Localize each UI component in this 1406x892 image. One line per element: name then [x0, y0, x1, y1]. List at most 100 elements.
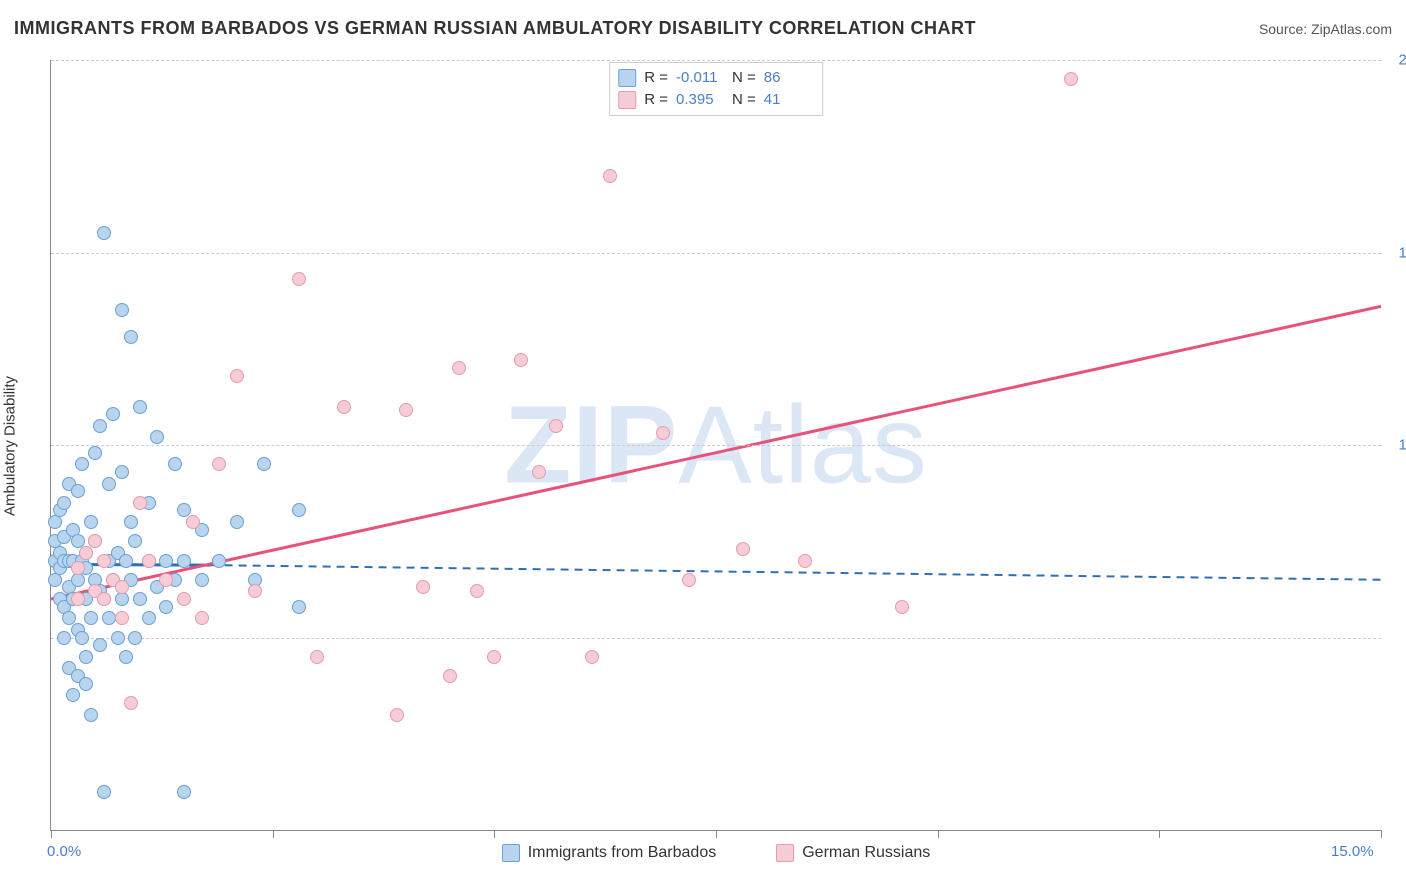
data-point [71, 592, 85, 606]
data-point [71, 484, 85, 498]
data-point [159, 600, 173, 614]
x-tick [938, 830, 939, 838]
x-tick [273, 830, 274, 838]
data-point [115, 611, 129, 625]
data-point [399, 403, 413, 417]
data-point [119, 650, 133, 664]
data-point [115, 580, 129, 594]
data-point [159, 554, 173, 568]
data-point [142, 554, 156, 568]
data-point [133, 592, 147, 606]
data-point [115, 465, 129, 479]
legend-r-value: 0.395 [676, 89, 724, 111]
gridline [51, 445, 1381, 446]
data-point [124, 515, 138, 529]
data-point [57, 631, 71, 645]
data-point [212, 457, 226, 471]
data-point [443, 669, 457, 683]
data-point [106, 407, 120, 421]
data-point [133, 400, 147, 414]
data-point [79, 650, 93, 664]
data-point [603, 169, 617, 183]
data-point [128, 631, 142, 645]
legend-swatch-icon [776, 844, 794, 862]
data-point [71, 561, 85, 575]
data-point [124, 696, 138, 710]
y-tick-label: 10.0% [1398, 437, 1406, 454]
chart-title: IMMIGRANTS FROM BARBADOS VS GERMAN RUSSI… [14, 18, 976, 39]
data-point [195, 573, 209, 587]
data-point [736, 542, 750, 556]
series-legend-item: German Russians [776, 844, 930, 862]
data-point [292, 600, 306, 614]
data-point [470, 584, 484, 598]
data-point [168, 457, 182, 471]
x-tick [1381, 830, 1382, 838]
data-point [532, 465, 546, 479]
data-point [88, 446, 102, 460]
data-point [195, 611, 209, 625]
gridline [51, 638, 1381, 639]
data-point [84, 515, 98, 529]
data-point [585, 650, 599, 664]
data-point [142, 611, 156, 625]
trend-line [211, 565, 1381, 580]
data-point [248, 584, 262, 598]
data-point [798, 554, 812, 568]
data-point [119, 554, 133, 568]
data-point [84, 708, 98, 722]
trend-line [51, 306, 1381, 599]
data-point [230, 369, 244, 383]
legend-r-label: R = [644, 67, 668, 89]
x-tick [1159, 830, 1160, 838]
correlation-legend: R = -0.011 N = 86 R = 0.395 N = 41 [609, 62, 823, 116]
legend-n-value: 86 [764, 67, 812, 89]
x-tick-label: 0.0% [47, 843, 81, 860]
data-point [102, 611, 116, 625]
data-point [257, 457, 271, 471]
data-point [177, 592, 191, 606]
correlation-legend-row: R = -0.011 N = 86 [618, 67, 812, 89]
data-point [97, 785, 111, 799]
y-tick-label: 20.0% [1398, 52, 1406, 69]
legend-swatch-icon [502, 844, 520, 862]
x-tick [51, 830, 52, 838]
data-point [186, 515, 200, 529]
data-point [549, 419, 563, 433]
series-legend-label: Immigrants from Barbados [528, 844, 717, 862]
data-point [111, 631, 125, 645]
legend-swatch-icon [618, 69, 636, 87]
y-axis-title: Ambulatory Disability [2, 376, 19, 516]
data-point [514, 353, 528, 367]
data-point [150, 430, 164, 444]
data-point [75, 457, 89, 471]
data-point [79, 546, 93, 560]
data-point [79, 677, 93, 691]
series-legend-item: Immigrants from Barbados [502, 844, 717, 862]
x-tick-label: 15.0% [1331, 843, 1374, 860]
title-bar: IMMIGRANTS FROM BARBADOS VS GERMAN RUSSI… [14, 18, 1392, 39]
data-point [656, 426, 670, 440]
data-point [93, 419, 107, 433]
data-point [75, 631, 89, 645]
source-label: Source: ZipAtlas.com [1259, 21, 1392, 37]
data-point [159, 573, 173, 587]
data-point [177, 785, 191, 799]
gridline [51, 60, 1381, 61]
data-point [66, 688, 80, 702]
data-point [212, 554, 226, 568]
data-point [390, 708, 404, 722]
data-point [93, 638, 107, 652]
data-point [1064, 72, 1078, 86]
x-tick [716, 830, 717, 838]
data-point [487, 650, 501, 664]
data-point [177, 554, 191, 568]
data-point [57, 496, 71, 510]
legend-swatch-icon [618, 91, 636, 109]
data-point [124, 330, 138, 344]
data-point [128, 534, 142, 548]
data-point [115, 303, 129, 317]
x-tick [494, 830, 495, 838]
data-point [895, 600, 909, 614]
data-point [452, 361, 466, 375]
